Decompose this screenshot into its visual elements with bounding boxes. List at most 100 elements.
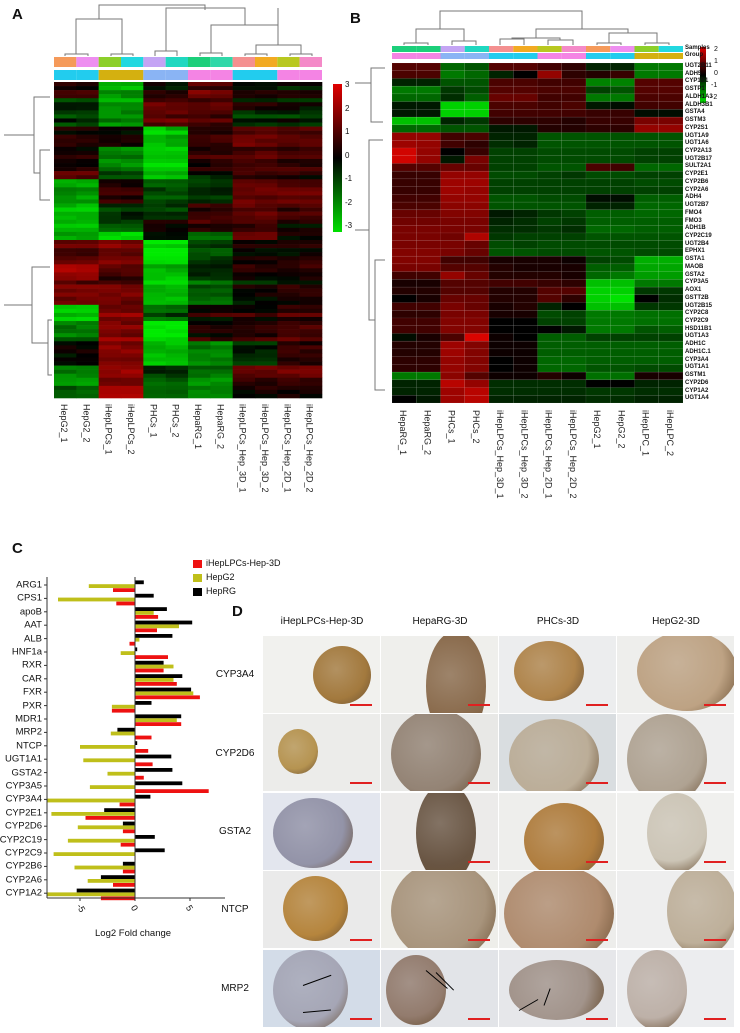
heatmap-cell (98, 377, 122, 383)
heatmap-cell (143, 248, 166, 253)
heatmap-cell (165, 195, 189, 200)
heatmap-cell (54, 385, 77, 391)
bar-heprg (135, 714, 182, 719)
heatmap-cell (299, 138, 323, 144)
bar-heprg (135, 620, 193, 625)
heatmap-cell (143, 321, 166, 326)
heatmap-cell (299, 227, 323, 233)
gene-label: UGT2B11 (685, 63, 712, 69)
gene-label: GSTP1 (685, 86, 705, 93)
heatmap-cell (165, 82, 189, 87)
category-label: CYP3A5 (5, 780, 42, 792)
heatmap-cell (121, 345, 144, 350)
heatmap-cell (76, 122, 99, 127)
gene-label: FMO3 (685, 217, 702, 224)
heatmap-cell (277, 325, 300, 330)
heatmap-cell (210, 179, 233, 184)
heatmap-cell (188, 150, 211, 156)
sample-annotation (489, 46, 514, 52)
heatmap-cell (299, 329, 323, 334)
gene-label: SULT2A1 (685, 163, 712, 170)
heatmap-cell (121, 195, 144, 200)
heatmap-cell (188, 235, 211, 241)
heatmap-cell (121, 191, 144, 196)
colorbar-tick: 3 (345, 80, 350, 89)
heatmap-cell (165, 357, 189, 362)
heatmap-cell (299, 94, 323, 99)
heatmap-cell (143, 377, 166, 383)
heatmap-cell (277, 227, 300, 233)
gene-label: CYP3A5 (685, 279, 709, 286)
legend-label: HepG2 (206, 572, 235, 582)
heatmap-cell (98, 82, 122, 87)
sample-annotation (464, 46, 489, 52)
heatmap-cell (98, 134, 122, 140)
heatmap-cell (232, 94, 256, 99)
heatmap-cell (277, 191, 300, 196)
gene-label: UGT2B15 (685, 302, 713, 309)
heatmap-cell (277, 150, 300, 156)
heatmap-cell (299, 175, 323, 180)
heatmap-cell (121, 187, 144, 192)
tissue-section (514, 641, 584, 701)
category-label: CYP2D6 (5, 820, 42, 832)
heatmap-cell (188, 345, 211, 350)
heatmap-cell (143, 244, 166, 249)
heatmap-cell (299, 114, 323, 119)
heatmap-cell (98, 187, 122, 192)
heatmap-cell (54, 357, 77, 362)
heatmap-cell (232, 114, 256, 119)
bar-heprg (100, 875, 135, 879)
group-annotation (464, 53, 489, 59)
heatmap-cell (255, 240, 278, 245)
tissue-section (667, 871, 734, 949)
heatmap-cell (121, 280, 144, 285)
sample-annotation (188, 57, 211, 67)
scale-bar (468, 1017, 490, 1020)
group-annotation (658, 53, 683, 59)
heatmap-cell (299, 393, 323, 399)
heatmap-cell (232, 187, 256, 192)
colorbar-tick: 0 (345, 150, 350, 160)
scale-bar (350, 1017, 372, 1020)
sample-annotation (537, 46, 562, 52)
sample-annotation (121, 57, 144, 67)
heatmap-cell (188, 86, 211, 91)
heatmap-cell (165, 268, 189, 273)
heatmap-cell (165, 264, 189, 269)
heatmap-cell (232, 219, 256, 225)
heatmap-cell (210, 333, 233, 338)
scale-bar (468, 782, 490, 785)
heatmap-cell (76, 284, 99, 289)
heatmap-cell (255, 82, 278, 87)
heatmap-cell (255, 361, 278, 366)
heatmap-cell (232, 122, 256, 127)
heatmap-cell (255, 158, 278, 164)
bar-iheplpcs-hep-3d (113, 588, 135, 592)
heatmap-cell (277, 381, 300, 387)
colorbar-tick: 1 (714, 58, 718, 65)
heatmap-cell (232, 130, 256, 135)
gene-label: CYP2E1 (685, 171, 709, 178)
heatmap-cell (188, 284, 211, 289)
heatmap-cell (188, 373, 211, 379)
heatmap-cell (277, 195, 300, 200)
heatmap-cell (165, 142, 189, 148)
group-annotation (610, 53, 635, 59)
heatmap-cell (54, 252, 77, 257)
heatmap-cell (54, 316, 77, 322)
heatmap-cell (143, 385, 166, 391)
heatmap-cell (98, 130, 122, 135)
heatmap-cell (277, 235, 300, 241)
heatmap-cell (98, 146, 122, 152)
heatmap-cell (232, 171, 256, 176)
heatmap-cell (143, 325, 166, 330)
heatmap-cell (76, 385, 99, 391)
heatmap-cell (121, 167, 144, 172)
heatmap-cell (121, 211, 144, 216)
heatmap-cell (76, 316, 99, 322)
heatmap-cell (255, 195, 278, 200)
category-label: AAT (24, 619, 42, 631)
heatmap-cell (76, 329, 99, 334)
heatmap-cell (121, 252, 144, 257)
